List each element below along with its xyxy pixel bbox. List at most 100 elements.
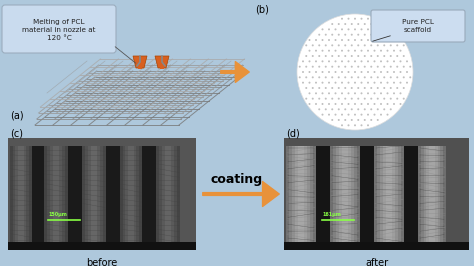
Bar — [68, 146, 82, 250]
Bar — [13, 146, 16, 250]
Circle shape — [328, 50, 330, 52]
Circle shape — [335, 114, 337, 116]
Circle shape — [370, 44, 372, 46]
Circle shape — [328, 92, 330, 94]
Circle shape — [364, 44, 366, 46]
Circle shape — [367, 124, 369, 126]
Circle shape — [325, 66, 327, 68]
Bar — [159, 146, 163, 250]
Circle shape — [341, 82, 343, 84]
Circle shape — [335, 92, 337, 94]
Circle shape — [328, 71, 330, 73]
Circle shape — [403, 98, 405, 100]
Circle shape — [374, 28, 375, 30]
Circle shape — [328, 103, 330, 105]
Circle shape — [315, 39, 317, 41]
Circle shape — [390, 108, 392, 110]
Circle shape — [318, 87, 320, 89]
Circle shape — [351, 119, 353, 121]
Circle shape — [347, 50, 349, 52]
Circle shape — [321, 39, 323, 41]
Circle shape — [377, 119, 379, 121]
Circle shape — [361, 103, 363, 105]
Circle shape — [321, 50, 323, 52]
Circle shape — [380, 103, 382, 105]
Circle shape — [383, 76, 385, 78]
Bar — [307, 146, 310, 250]
Circle shape — [335, 82, 337, 84]
Circle shape — [383, 87, 385, 89]
Bar — [339, 146, 343, 250]
Circle shape — [321, 82, 323, 84]
Circle shape — [386, 50, 389, 52]
FancyBboxPatch shape — [2, 5, 116, 53]
Circle shape — [347, 114, 349, 116]
Circle shape — [386, 39, 389, 41]
Text: before: before — [86, 258, 118, 266]
Circle shape — [331, 55, 333, 57]
Circle shape — [338, 76, 340, 78]
Bar — [284, 138, 469, 250]
Circle shape — [370, 119, 372, 121]
Circle shape — [354, 82, 356, 84]
Circle shape — [357, 87, 359, 89]
Bar — [47, 146, 51, 250]
Circle shape — [354, 114, 356, 116]
Circle shape — [318, 108, 320, 110]
Bar — [10, 146, 13, 250]
Circle shape — [403, 87, 405, 89]
Circle shape — [386, 28, 389, 30]
Circle shape — [354, 60, 356, 62]
Bar — [389, 146, 392, 250]
Circle shape — [364, 119, 366, 121]
Circle shape — [406, 71, 408, 73]
Circle shape — [335, 71, 337, 73]
Bar — [21, 146, 24, 250]
Circle shape — [380, 50, 382, 52]
Bar — [284, 242, 469, 250]
Circle shape — [354, 71, 356, 73]
Circle shape — [335, 28, 337, 30]
Circle shape — [406, 60, 408, 62]
Circle shape — [386, 60, 389, 62]
Circle shape — [331, 23, 333, 25]
Circle shape — [380, 92, 382, 94]
Circle shape — [321, 114, 323, 116]
Circle shape — [344, 66, 346, 68]
Text: Melting of PCL
material in nozzle at
120 °C: Melting of PCL material in nozzle at 120… — [22, 19, 96, 41]
Circle shape — [344, 55, 346, 57]
Circle shape — [331, 108, 333, 110]
Circle shape — [380, 39, 382, 41]
Circle shape — [328, 39, 330, 41]
Bar — [94, 146, 98, 250]
Bar — [160, 65, 164, 69]
Circle shape — [315, 60, 317, 62]
Circle shape — [377, 44, 379, 46]
Circle shape — [367, 92, 369, 94]
Circle shape — [361, 124, 363, 126]
Circle shape — [328, 28, 330, 30]
Circle shape — [357, 23, 359, 25]
Bar — [174, 146, 177, 250]
Circle shape — [318, 55, 320, 57]
Circle shape — [341, 103, 343, 105]
Bar — [120, 146, 123, 250]
Circle shape — [390, 55, 392, 57]
Circle shape — [386, 103, 389, 105]
Circle shape — [325, 98, 327, 100]
Bar — [142, 146, 156, 250]
Circle shape — [338, 98, 340, 100]
Circle shape — [396, 76, 398, 78]
Circle shape — [305, 98, 307, 100]
Circle shape — [318, 34, 320, 36]
Circle shape — [341, 60, 343, 62]
Circle shape — [361, 50, 363, 52]
Text: (d): (d) — [286, 128, 300, 138]
Circle shape — [390, 34, 392, 36]
Bar — [336, 146, 339, 250]
Circle shape — [396, 66, 398, 68]
Circle shape — [299, 66, 301, 68]
Circle shape — [380, 28, 382, 30]
Bar — [59, 146, 63, 250]
Circle shape — [377, 108, 379, 110]
